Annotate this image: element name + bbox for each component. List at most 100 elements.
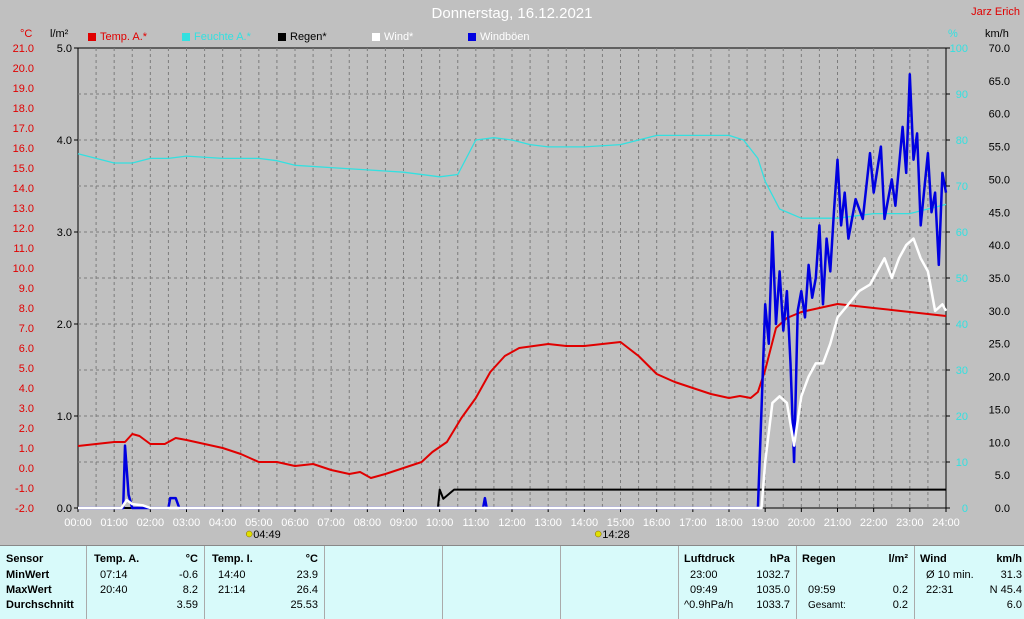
- temp-tick-label: 0.0: [19, 463, 34, 475]
- temp-tick-label: 14.0: [13, 183, 34, 195]
- temp-a-max-time: 20:40: [100, 584, 128, 596]
- x-tick-label: 15:00: [607, 517, 635, 529]
- series-wind: [78, 237, 948, 510]
- legend-swatch-humidity: [182, 33, 190, 41]
- wind-tick-label: 60.0: [989, 109, 1010, 121]
- temp-tick-label: 20.0: [13, 63, 34, 75]
- temp-tick-label: 7.0: [19, 323, 34, 335]
- temp-tick-label: 13.0: [13, 203, 34, 215]
- x-tick-label: 02:00: [137, 517, 165, 529]
- temp-a-min-time: 07:14: [100, 569, 128, 581]
- wind-header: Wind: [920, 553, 947, 565]
- x-tick-label: 23:00: [896, 517, 924, 529]
- legend-label-gusts: Windböen: [480, 31, 530, 43]
- series-lines: [77, 73, 948, 510]
- wind-tick-label: 65.0: [989, 76, 1010, 88]
- sun-markers: 04:49 14:28: [245, 529, 630, 541]
- x-tick-label: 18:00: [715, 517, 743, 529]
- x-tick-label: 03:00: [173, 517, 201, 529]
- wind-tick-label: 25.0: [989, 339, 1010, 351]
- wind-axis-unit: km/h: [985, 28, 1009, 40]
- wind-tick-label: 40.0: [989, 240, 1010, 252]
- wind-unit: km/h: [996, 553, 1022, 565]
- humidity-tick-label: 70: [956, 181, 968, 193]
- pressure-header: Luftdruck: [684, 553, 735, 565]
- temp-tick-label: 1.0: [19, 443, 34, 455]
- temp-axis-unit: °C: [20, 28, 32, 40]
- col-empty-1: [324, 546, 443, 619]
- rain-total-value: 0.2: [892, 599, 908, 611]
- col-temp-a: Temp. A. °C 07:14 -0.6 20:40 8.2 3.59: [86, 546, 205, 619]
- temp-a-min-value: -0.6: [179, 569, 198, 581]
- row-label-min: MinWert: [6, 569, 50, 581]
- humidity-tick-label: 40: [956, 319, 968, 331]
- weather-chart: 00:00 01:00 02:00 03:00 04:00 05:00 06:00 07:00…: [13, 28, 1010, 541]
- temp-tick-label: 9.0: [19, 283, 34, 295]
- wind-row2-value: N 45.4: [989, 584, 1022, 596]
- humidity-tick-label: 80: [956, 135, 968, 147]
- temp-a-header: Temp. A.: [94, 553, 140, 565]
- humidity-tick-label: 60: [956, 227, 968, 239]
- pressure-row1-label: 23:00: [690, 569, 718, 581]
- legend-gusts: Windböen: [468, 30, 530, 44]
- col-wind: Wind km/h Ø 10 min. 31.3 22:31 N 45.4 6.…: [914, 546, 1024, 619]
- temp-i-unit: °C: [305, 553, 318, 565]
- wind-tick-label: 15.0: [989, 404, 1010, 416]
- x-tick-label: 17:00: [679, 517, 707, 529]
- x-tick-label: 21:00: [824, 517, 852, 529]
- temp-a-average: 3.59: [176, 599, 198, 611]
- x-tick-label: 14:00: [571, 517, 599, 529]
- row-label-avg: Durchschnitt: [6, 599, 74, 611]
- temp-tick-label: 5.0: [19, 363, 34, 375]
- wind-tick-label: 5.0: [995, 470, 1010, 482]
- x-tick-label: 12:00: [498, 517, 526, 529]
- x-tick-label: 20:00: [788, 517, 816, 529]
- legend-swatch-wind: [372, 33, 380, 41]
- pressure-trend-label: ^0.9hPa/h: [684, 599, 734, 611]
- temp-a-unit: °C: [185, 553, 198, 565]
- temp-tick-label: 4.0: [19, 383, 34, 395]
- pressure-row2-label: 09:49: [690, 584, 718, 596]
- x-tick-label: 22:00: [860, 517, 888, 529]
- x-tick-label: 10:00: [426, 517, 454, 529]
- temp-tick-label: -2.0: [15, 503, 34, 515]
- x-tick-label: 13:00: [534, 517, 562, 529]
- temp-tick-label: 16.0: [13, 143, 34, 155]
- rain-tick-label: 1.0: [57, 411, 72, 423]
- x-tick-label: 01:00: [100, 517, 128, 529]
- legend-label-temp-a: Temp. A.*: [100, 31, 148, 43]
- rain-tick-label: 4.0: [57, 135, 72, 147]
- x-tick-label: 05:00: [245, 517, 273, 529]
- rain-unit: l/m²: [888, 553, 908, 565]
- series-humidity: [77, 134, 947, 219]
- temp-tick-label: 19.0: [13, 83, 34, 95]
- axis-ticks: 00:00 01:00 02:00 03:00 04:00 05:00 06:00 07:00…: [13, 43, 1010, 529]
- temp-i-min-value: 23.9: [296, 569, 318, 581]
- rain-row2-value: 0.2: [892, 584, 908, 596]
- humidity-tick-label: 0: [962, 503, 968, 515]
- wind-row1-label: Ø 10 min.: [926, 569, 974, 581]
- grid: [78, 48, 946, 508]
- station-author: Jarz Erich: [971, 6, 1020, 18]
- wind-row2-label: 22:31: [926, 584, 954, 596]
- sunrise-marker: 04:49: [253, 529, 281, 541]
- rain-tick-label: 5.0: [57, 43, 72, 55]
- legend-label-wind: Wind*: [384, 31, 414, 43]
- x-tick-label: 08:00: [354, 517, 382, 529]
- legend-swatch-rain: [278, 33, 286, 41]
- x-tick-label: 16:00: [643, 517, 671, 529]
- x-tick-label: 07:00: [317, 517, 345, 529]
- temp-i-header: Temp. I.: [212, 553, 253, 565]
- rain-header: Regen: [802, 553, 836, 565]
- temp-tick-label: 12.0: [13, 223, 34, 235]
- temp-tick-label: 18.0: [13, 103, 34, 115]
- rain-tick-label: 0.0: [57, 503, 72, 515]
- humidity-axis-unit: %: [948, 28, 958, 40]
- rain-tick-label: 2.0: [57, 319, 72, 331]
- series-gusts: [78, 73, 948, 510]
- legend-label-humidity: Feuchte A.*: [194, 31, 251, 43]
- series-temp-a: [77, 303, 947, 479]
- sunset-marker: 14:28: [602, 529, 630, 541]
- wind-tick-label: 50.0: [989, 174, 1010, 186]
- col-pressure: Luftdruck hPa 23:00 1032.7 09:49 1035.0 …: [678, 546, 797, 619]
